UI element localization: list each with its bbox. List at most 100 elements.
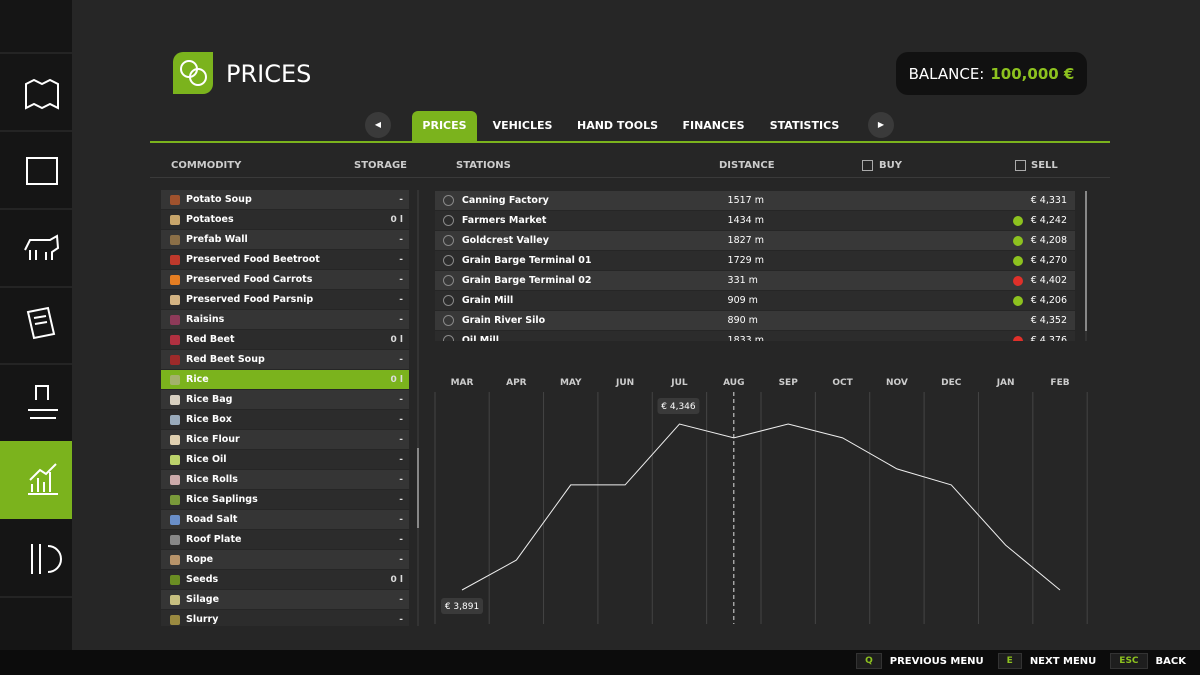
station-row[interactable]: Farmers Market 1434 m € 4,242	[435, 211, 1075, 230]
production-icon[interactable]	[28, 385, 58, 419]
trend-icon	[1012, 235, 1023, 246]
commodity-row[interactable]: Silage -	[161, 590, 409, 609]
commodity-row[interactable]: Seeds 0 l	[161, 570, 409, 589]
commodity-row[interactable]: Red Beet Soup -	[161, 350, 409, 369]
commodity-name: Silage	[186, 594, 220, 605]
station-row[interactable]: Oil Mill 1833 m € 4,376	[435, 331, 1075, 341]
tab[interactable]: STATISTICS	[769, 119, 840, 132]
settings-icon[interactable]	[31, 544, 62, 574]
commodity-row[interactable]: Preserved Food Beetroot -	[161, 250, 409, 269]
commodity-row[interactable]: Rice Saplings -	[161, 490, 409, 509]
commodity-icon	[170, 454, 180, 465]
station-row[interactable]: Canning Factory 1517 m € 4,331	[435, 191, 1075, 210]
commodity-row[interactable]: Red Beet 0 l	[161, 330, 409, 349]
footer-button[interactable]: E NEXT MENU	[997, 653, 1096, 669]
commodity-name: Raisins	[186, 314, 225, 325]
commodity-row[interactable]: Rice 0 l	[161, 370, 409, 389]
scroll-thumb[interactable]	[1085, 191, 1087, 331]
station-row[interactable]: Goldcrest Valley 1827 m € 4,208	[435, 231, 1075, 250]
commodity-icon	[170, 214, 180, 225]
commodity-row[interactable]: Prefab Wall -	[161, 230, 409, 249]
commodity-row[interactable]: Rice Bag -	[161, 390, 409, 409]
storage-value: -	[399, 554, 403, 565]
commodity-row[interactable]: Raisins -	[161, 310, 409, 329]
station-name: Grain Barge Terminal 01	[461, 255, 592, 266]
station-row[interactable]: Grain Mill 909 m € 4,206	[435, 291, 1075, 310]
station-distance: 1517 m	[727, 195, 764, 206]
storage-value: -	[399, 194, 403, 205]
stations-scrollbar	[1085, 191, 1087, 341]
station-row[interactable]: Grain Barge Terminal 01 1729 m € 4,270	[435, 251, 1075, 270]
station-icon	[443, 215, 454, 226]
commodity-row[interactable]: Rice Rolls -	[161, 470, 409, 489]
commodity-name: Rice Box	[186, 414, 232, 425]
commodity-name: Red Beet	[186, 334, 235, 345]
commodity-row[interactable]: Slurry -	[161, 610, 409, 626]
storage-value: -	[399, 234, 403, 245]
prices-icon[interactable]	[28, 463, 58, 495]
contracts-icon[interactable]	[26, 306, 56, 340]
tab[interactable]: HAND TOOLS	[576, 119, 659, 132]
tab-next[interactable]: ▶	[868, 112, 894, 138]
sidebar-active[interactable]	[0, 441, 72, 519]
sell-price: € 4,402	[1030, 275, 1067, 286]
commodity-row[interactable]: Rice Oil -	[161, 450, 409, 469]
commodity-icon	[170, 274, 180, 285]
buy-icon	[862, 160, 873, 171]
commodity-name: Rice Rolls	[186, 474, 238, 485]
calendar-icon[interactable]	[26, 157, 58, 185]
price-chart: MAR APR MAY JUN JUL AUG SEP OCT NOV DEC JAN FEB € 3,…	[434, 378, 1088, 624]
commodity-row[interactable]: Road Salt -	[161, 510, 409, 529]
month-label: APR	[506, 378, 527, 388]
tab[interactable]: FINANCES	[682, 119, 745, 132]
trend-icon	[1012, 295, 1023, 306]
commodity-row[interactable]: Rope -	[161, 550, 409, 569]
station-icon	[443, 255, 454, 266]
footer-button[interactable]: ESC BACK	[1110, 653, 1186, 669]
commodity-row[interactable]: Roof Plate -	[161, 530, 409, 549]
key-label: BACK	[1155, 655, 1186, 667]
prices-logo	[173, 52, 213, 94]
commodity-row[interactable]: Rice Flour -	[161, 430, 409, 449]
commodity-name: Preserved Food Carrots	[186, 274, 313, 285]
commodity-icon	[170, 534, 180, 545]
storage-value: 0 l	[390, 574, 403, 585]
commodity-name: Rice Oil	[186, 454, 227, 465]
sell-price: € 4,242	[1030, 215, 1067, 226]
storage-value: -	[399, 434, 403, 445]
tab-prev[interactable]: ◀	[365, 112, 391, 138]
commodity-name: Red Beet Soup	[186, 354, 265, 365]
commodity-name: Rice Saplings	[186, 494, 258, 505]
commodity-name: Potatoes	[186, 214, 234, 225]
tab[interactable]: PRICES	[412, 111, 477, 141]
tab-underline	[150, 141, 1110, 143]
month-label: MAY	[560, 378, 582, 388]
commodity-icon	[170, 514, 180, 525]
trend-icon	[1012, 335, 1023, 341]
animals-icon[interactable]	[24, 234, 60, 260]
station-distance: 909 m	[727, 295, 758, 306]
station-row[interactable]: Grain Barge Terminal 02 331 m € 4,402	[435, 271, 1075, 290]
trend-icon	[1012, 275, 1023, 286]
commodity-icon	[170, 434, 180, 445]
tab[interactable]: VEHICLES	[492, 119, 553, 132]
station-name: Grain Mill	[461, 295, 514, 306]
station-row[interactable]: Grain River Silo 890 m € 4,352	[435, 311, 1075, 330]
sell-price: € 4,270	[1030, 255, 1067, 266]
commodity-row[interactable]: Preserved Food Carrots -	[161, 270, 409, 289]
sidebar-glyphs	[24, 78, 62, 574]
commodity-row[interactable]: Rice Box -	[161, 410, 409, 429]
scroll-thumb[interactable]	[417, 448, 419, 528]
commodity-row[interactable]: Preserved Food Parsnip -	[161, 290, 409, 309]
storage-value: -	[399, 474, 403, 485]
commodity-row[interactable]: Potatoes 0 l	[161, 210, 409, 229]
month-label: OCT	[832, 378, 853, 388]
commodity-name: Rice Flour	[186, 434, 240, 445]
map-icon[interactable]	[25, 78, 59, 110]
commodity-row[interactable]: Potato Soup -	[161, 190, 409, 209]
footer: Q PREVIOUS MENU E NEXT MENU ESC BACK	[0, 650, 1200, 675]
station-icon	[443, 195, 454, 206]
month-label: JUL	[670, 378, 688, 388]
price-label: € 4,346	[661, 402, 696, 412]
footer-button[interactable]: Q PREVIOUS MENU	[856, 653, 984, 669]
